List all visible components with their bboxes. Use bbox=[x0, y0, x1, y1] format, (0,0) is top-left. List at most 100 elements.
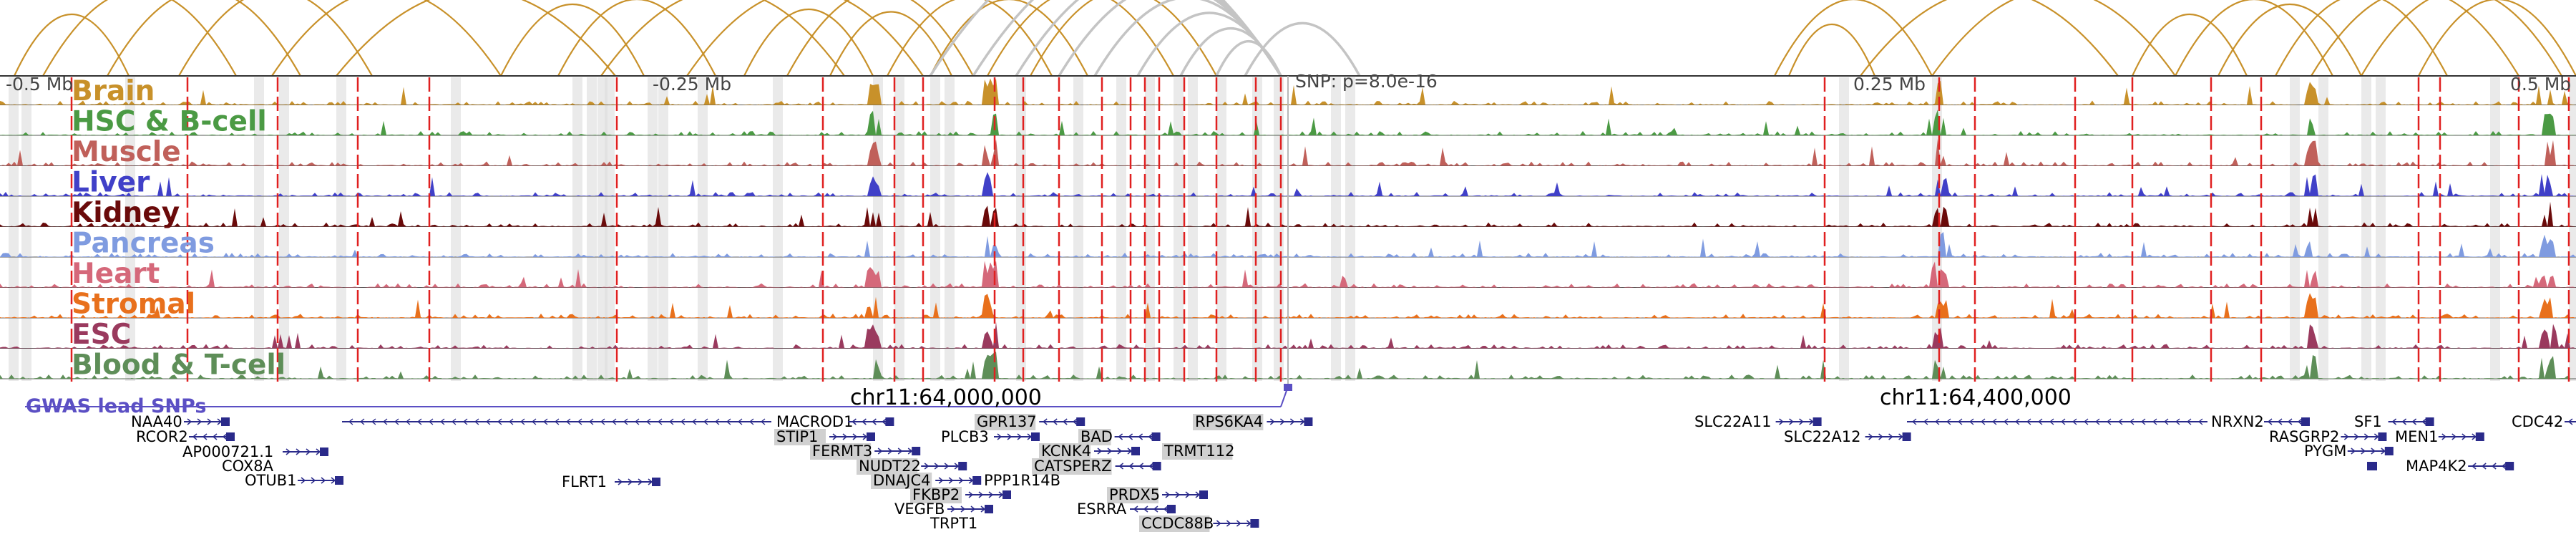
gene-label: GPR137 bbox=[977, 413, 1037, 430]
gene-highlight bbox=[810, 443, 872, 460]
gene-ap000721.1[interactable]: AP000721.1 bbox=[182, 443, 328, 460]
gene-rps6ka4[interactable]: RPS6KA4 bbox=[1193, 413, 1313, 430]
track-label: Heart bbox=[72, 258, 160, 290]
gene-slc22a11[interactable]: SLC22A11 bbox=[1694, 413, 1822, 430]
highlight-columns bbox=[9, 77, 2576, 381]
gene-exon bbox=[2301, 417, 2310, 426]
gene-slc22a12[interactable]: SLC22A12 bbox=[1784, 428, 1911, 445]
strand-arrow bbox=[382, 418, 388, 425]
strand-arrow bbox=[2026, 418, 2031, 425]
gene-exon bbox=[1250, 519, 1259, 528]
strand-arrow bbox=[588, 418, 594, 425]
strand-arrow bbox=[1779, 418, 1784, 425]
gene-dnajc4[interactable]: DNAJC4 bbox=[871, 472, 982, 489]
gene-label: VEGFB bbox=[894, 500, 945, 518]
strand-arrow bbox=[1799, 418, 1804, 425]
strand-arrow bbox=[703, 418, 708, 425]
gene-prdx5[interactable]: PRDX5 bbox=[1107, 486, 1208, 503]
gene-stip1[interactable]: STIP1 bbox=[774, 428, 875, 445]
strand-arrow bbox=[714, 418, 720, 425]
gene-sf1[interactable]: SF1 bbox=[2354, 413, 2434, 430]
gene-bad[interactable]: BAD bbox=[1078, 428, 1161, 445]
gene-men1[interactable]: MEN1 bbox=[2395, 428, 2484, 445]
interaction-arc bbox=[829, 11, 952, 77]
gene-exon bbox=[226, 432, 235, 441]
gene-fkbp2[interactable]: FKBP2 bbox=[910, 486, 1011, 503]
highlight-column bbox=[930, 77, 940, 381]
strand-arrow bbox=[852, 433, 858, 440]
strand-arrow bbox=[950, 505, 956, 513]
strand-arrow bbox=[2411, 418, 2417, 425]
gene-label: AP000721.1 bbox=[182, 443, 273, 460]
gene-flrt1[interactable]: FLRT1 bbox=[562, 473, 660, 490]
gene-label: TRMT112 bbox=[1163, 442, 1234, 460]
strand-arrow bbox=[1226, 520, 1231, 527]
track-signal-5 bbox=[0, 231, 2576, 257]
interaction-arc bbox=[42, 0, 237, 77]
strand-arrow bbox=[737, 418, 743, 425]
interaction-arc bbox=[600, 0, 845, 77]
strand-arrow bbox=[2140, 418, 2146, 425]
strand-arrow bbox=[2117, 418, 2123, 425]
strand-arrow bbox=[1138, 433, 1143, 440]
gene-nrxn2[interactable]: NRXN2 bbox=[2211, 413, 2310, 430]
strand-arrow bbox=[948, 477, 954, 484]
gene-otub1[interactable]: OTUB1 bbox=[245, 472, 343, 489]
gene-label: MEN1 bbox=[2395, 428, 2438, 445]
strand-arrow bbox=[1911, 418, 1917, 425]
gene-gpr137[interactable]: GPR137 bbox=[975, 413, 1085, 430]
gene-highlight bbox=[1107, 487, 1158, 503]
gene-macrod1[interactable]: MACROD1 bbox=[776, 413, 894, 430]
gene-fermt3[interactable]: FERMT3 bbox=[810, 442, 921, 460]
gene-cox8a[interactable]: COX8A bbox=[222, 458, 274, 475]
gene-label: NUDT22 bbox=[859, 458, 921, 475]
gene-catsperz[interactable]: CATSPERZ bbox=[1032, 458, 1161, 475]
strand-arrow bbox=[832, 433, 838, 440]
strand-arrow bbox=[2094, 418, 2100, 425]
gene-nudt22[interactable]: NUDT22 bbox=[857, 458, 967, 475]
strand-arrow bbox=[222, 433, 228, 440]
strand-arrow bbox=[1269, 418, 1275, 425]
gene-exon bbox=[335, 476, 343, 485]
strand-arrow bbox=[1163, 505, 1169, 513]
gene-exon bbox=[1131, 447, 1140, 455]
gene-cdc42[interactable]: CDC42 bbox=[2512, 413, 2576, 430]
strand-arrow bbox=[1923, 418, 1928, 425]
strand-arrow bbox=[997, 433, 1002, 440]
gene-exon bbox=[885, 417, 894, 426]
strand-arrow bbox=[938, 477, 944, 484]
gene-plcb3[interactable]: PLCB3 bbox=[941, 428, 1040, 445]
gene-label: DNAJC4 bbox=[873, 472, 930, 489]
gene-trmt112[interactable]: TRMT112 bbox=[1162, 442, 1234, 460]
gene-exon bbox=[1002, 490, 1011, 499]
highlight-column bbox=[1252, 77, 1262, 381]
highlight-column bbox=[605, 77, 615, 381]
gene-exon bbox=[1199, 490, 1208, 499]
gene-vegfb[interactable]: VEGFB bbox=[894, 500, 993, 518]
gene-rcor2[interactable]: RCOR2 bbox=[136, 428, 235, 445]
strand-arrow bbox=[1148, 433, 1153, 440]
highlight-column bbox=[1188, 77, 1198, 381]
strand-arrow bbox=[1072, 418, 1078, 425]
strand-arrow bbox=[306, 448, 311, 455]
strand-arrow bbox=[1279, 418, 1285, 425]
highlight-column bbox=[945, 77, 955, 381]
strand-arrow bbox=[197, 418, 203, 425]
gene-pygm[interactable]: PYGM bbox=[2304, 442, 2394, 460]
gene-exon bbox=[1031, 432, 1040, 441]
gene-naa40[interactable]: NAA40 bbox=[131, 413, 230, 430]
gene-rasgrp2[interactable]: RASGRP2 bbox=[2269, 428, 2387, 445]
gene-label: ESRRA bbox=[1077, 500, 1127, 518]
gene-ppp1r14b[interactable]: PPP1R14B bbox=[984, 472, 1060, 489]
gene-map4k2[interactable]: MAP4K2 bbox=[2406, 458, 2514, 475]
strand-arrow bbox=[187, 418, 192, 425]
gene-esrra[interactable]: ESRRA bbox=[1077, 500, 1176, 518]
strand-arrow bbox=[1934, 418, 1940, 425]
axis-label-mid-left: -0.25 Mb bbox=[653, 74, 731, 95]
strand-arrow bbox=[416, 418, 422, 425]
gene-ccdc88b[interactable]: CCDC88B bbox=[1139, 515, 1259, 532]
gene-trpt1[interactable]: TRPT1 bbox=[930, 515, 977, 532]
gene-kcnk4[interactable]: KCNK4 bbox=[1039, 442, 1140, 460]
strand-arrow bbox=[321, 477, 326, 484]
